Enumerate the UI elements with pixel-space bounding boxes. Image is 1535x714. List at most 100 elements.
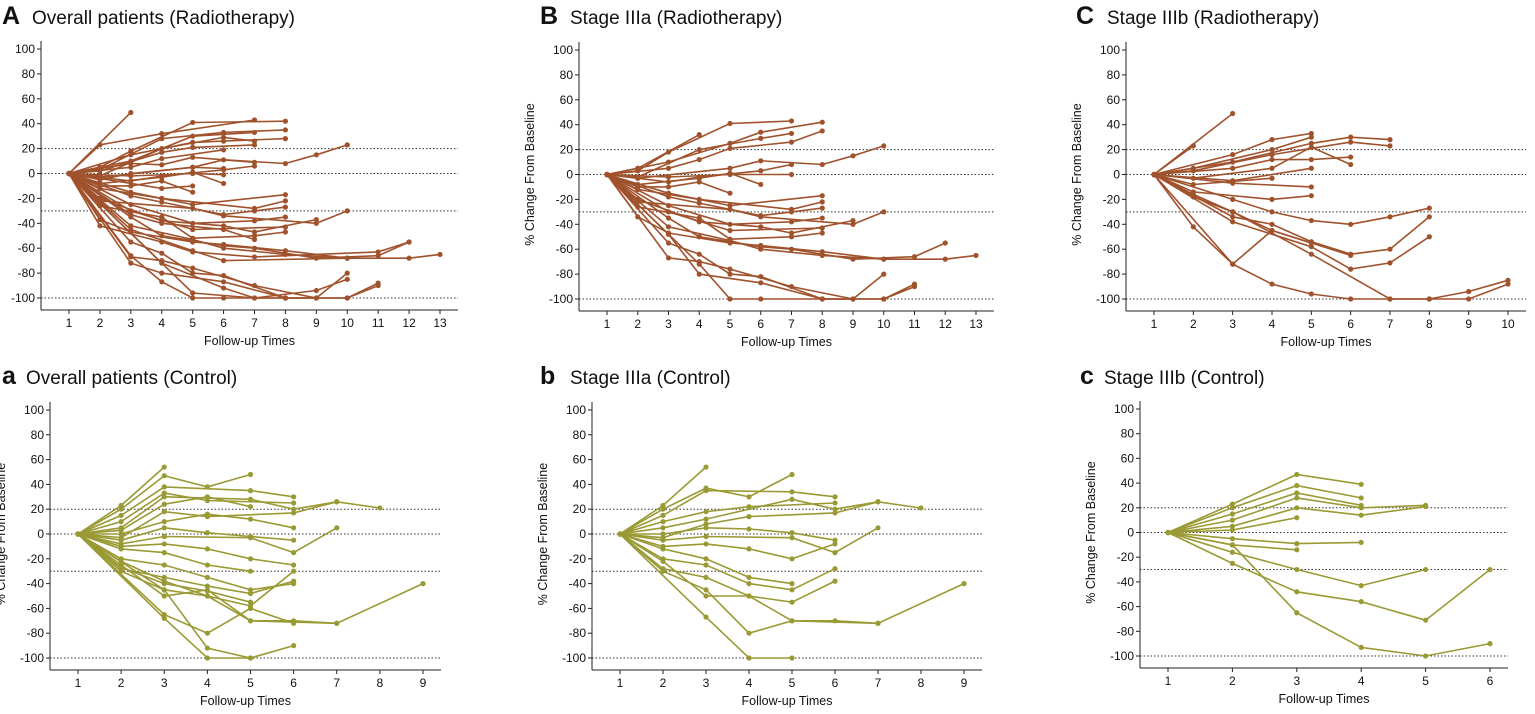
data-point bbox=[665, 194, 672, 200]
data-point bbox=[282, 295, 289, 301]
data-point bbox=[247, 655, 254, 661]
data-point bbox=[660, 558, 666, 564]
x-tick-label: 1 bbox=[604, 317, 611, 331]
data-point bbox=[819, 230, 825, 236]
y-tick-label: 0 bbox=[1127, 526, 1134, 540]
data-point bbox=[190, 133, 196, 139]
x-tick-label: 11 bbox=[372, 316, 385, 330]
data-point bbox=[75, 531, 81, 537]
y-tick-label: 20 bbox=[560, 143, 574, 157]
data-point bbox=[696, 156, 702, 163]
data-point bbox=[1229, 523, 1235, 529]
data-point bbox=[1294, 505, 1300, 511]
data-point bbox=[875, 620, 881, 626]
data-point bbox=[1229, 542, 1235, 548]
series-line bbox=[1153, 132, 1312, 176]
data-point bbox=[190, 295, 196, 301]
series-line bbox=[606, 173, 946, 261]
data-point bbox=[660, 502, 666, 509]
data-point bbox=[703, 516, 709, 522]
data-point bbox=[703, 556, 709, 562]
data-point bbox=[291, 620, 297, 626]
data-point bbox=[1426, 296, 1432, 302]
data-point bbox=[881, 296, 887, 302]
data-point bbox=[832, 510, 838, 516]
data-point bbox=[1358, 644, 1364, 650]
x-tick-label: 4 bbox=[1269, 317, 1276, 331]
data-point bbox=[727, 203, 733, 209]
data-point bbox=[291, 537, 297, 543]
x-axis-label: Follow-up Times bbox=[204, 334, 295, 348]
y-tick-label: -20 bbox=[569, 552, 587, 566]
y-tick-label: -80 bbox=[569, 626, 587, 640]
x-tick-label: 6 bbox=[757, 317, 764, 331]
series-line bbox=[1153, 145, 1194, 176]
x-tick-label: 10 bbox=[877, 317, 891, 331]
x-tick-label: 1 bbox=[66, 316, 73, 330]
data-point bbox=[118, 519, 124, 525]
x-tick-label: 13 bbox=[433, 316, 447, 330]
panel-letter: a bbox=[2, 362, 17, 390]
data-point bbox=[696, 147, 702, 153]
data-point bbox=[220, 167, 227, 173]
x-tick-label: 3 bbox=[161, 676, 168, 690]
data-point bbox=[1308, 291, 1314, 297]
data-point bbox=[291, 578, 297, 584]
data-point bbox=[1308, 193, 1314, 199]
data-point bbox=[118, 531, 124, 537]
data-point bbox=[758, 181, 764, 188]
data-point bbox=[1387, 143, 1393, 149]
data-point bbox=[1269, 175, 1275, 181]
data-point bbox=[220, 180, 227, 187]
data-point bbox=[875, 499, 881, 505]
data-point bbox=[313, 216, 319, 223]
panel-title: Stage IIIa (Radiotherapy) bbox=[570, 8, 782, 29]
data-point bbox=[1230, 151, 1236, 158]
data-point bbox=[665, 165, 672, 171]
data-point bbox=[1426, 205, 1432, 211]
data-point bbox=[1358, 599, 1364, 605]
plot-area: -100 -80 -60 -40 -20 0 20 40 60 80 100 1 2 3 4 5 6 Follow… bbox=[1084, 401, 1508, 706]
data-point bbox=[1308, 134, 1314, 140]
data-point bbox=[159, 195, 165, 201]
y-tick-label: 80 bbox=[1107, 68, 1121, 82]
data-point bbox=[128, 148, 134, 154]
series-line bbox=[1153, 156, 1351, 176]
data-point bbox=[1294, 610, 1300, 616]
series-line bbox=[1167, 531, 1491, 657]
data-point bbox=[727, 171, 733, 178]
x-tick-label: 3 bbox=[1293, 674, 1300, 688]
series-line bbox=[77, 486, 294, 535]
data-point bbox=[375, 249, 381, 255]
series-line bbox=[77, 526, 294, 542]
data-point bbox=[1229, 549, 1235, 555]
x-tick-label: 7 bbox=[875, 676, 882, 690]
data-point bbox=[344, 295, 350, 301]
data-point bbox=[190, 248, 196, 254]
data-point bbox=[788, 246, 795, 252]
data-point bbox=[128, 183, 134, 189]
data-point bbox=[190, 202, 196, 208]
data-point bbox=[1229, 560, 1235, 566]
x-tick-label: 3 bbox=[665, 317, 672, 331]
data-point bbox=[703, 574, 709, 581]
data-point bbox=[1466, 288, 1472, 295]
y-tick-label: -80 bbox=[1117, 624, 1135, 638]
data-point bbox=[128, 164, 134, 170]
series-line bbox=[77, 527, 338, 554]
data-point bbox=[161, 525, 167, 531]
data-point bbox=[291, 510, 297, 516]
y-tick-label: -80 bbox=[556, 267, 574, 281]
series-line bbox=[606, 133, 700, 176]
panel-letter: b bbox=[540, 362, 555, 390]
data-point bbox=[66, 170, 72, 177]
data-point bbox=[159, 250, 165, 256]
data-point bbox=[1348, 161, 1354, 168]
data-point bbox=[251, 254, 258, 260]
series-line bbox=[606, 173, 854, 234]
series-line bbox=[1167, 531, 1491, 622]
data-point bbox=[1269, 137, 1275, 143]
data-point bbox=[291, 506, 297, 512]
data-point bbox=[128, 173, 134, 179]
data-point bbox=[190, 164, 196, 170]
